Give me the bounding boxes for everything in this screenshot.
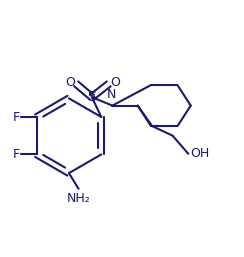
Text: O: O xyxy=(65,76,75,89)
Text: F: F xyxy=(12,111,20,124)
Text: OH: OH xyxy=(191,147,210,160)
Text: O: O xyxy=(110,76,120,89)
Text: F: F xyxy=(12,148,20,161)
Text: NH₂: NH₂ xyxy=(67,192,91,205)
Text: S: S xyxy=(87,90,96,104)
Text: N: N xyxy=(106,88,116,101)
